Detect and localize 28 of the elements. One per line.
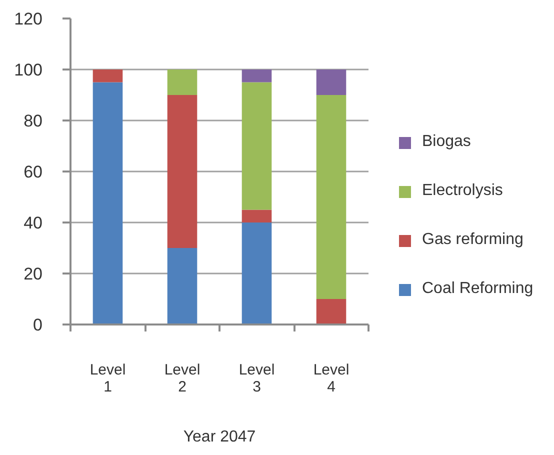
x-tick-label: Level 1	[90, 362, 126, 396]
y-tick-label: 120	[14, 10, 43, 28]
bar	[242, 210, 272, 222]
bar	[316, 70, 346, 95]
x-axis-title: Year 2047	[183, 428, 256, 446]
bar	[242, 70, 272, 82]
x-tick-label: Level 2	[164, 362, 200, 396]
y-tick-label: 60	[24, 162, 43, 182]
legend-label: Biogas	[422, 133, 471, 151]
bar	[316, 299, 346, 324]
bar	[167, 95, 198, 248]
y-tick-label: 20	[24, 264, 43, 284]
x-tick-label: Level 3	[238, 362, 275, 396]
bar	[242, 222, 272, 324]
bar	[167, 248, 198, 324]
bar	[92, 82, 123, 324]
legend-label: Coal Reforming	[422, 280, 534, 298]
bar	[316, 95, 346, 299]
y-tick-label: 100	[14, 60, 43, 80]
y-tick-label: 0	[33, 316, 43, 334]
bar	[167, 70, 198, 95]
legend-label: Gas reforming	[422, 231, 524, 249]
y-tick-label: 80	[24, 112, 43, 130]
legend-label: Electrolysis	[422, 182, 503, 200]
bar	[92, 70, 123, 82]
y-tick-label: 40	[24, 214, 43, 232]
x-tick-label: Level 4	[313, 362, 350, 396]
bar	[242, 82, 272, 210]
